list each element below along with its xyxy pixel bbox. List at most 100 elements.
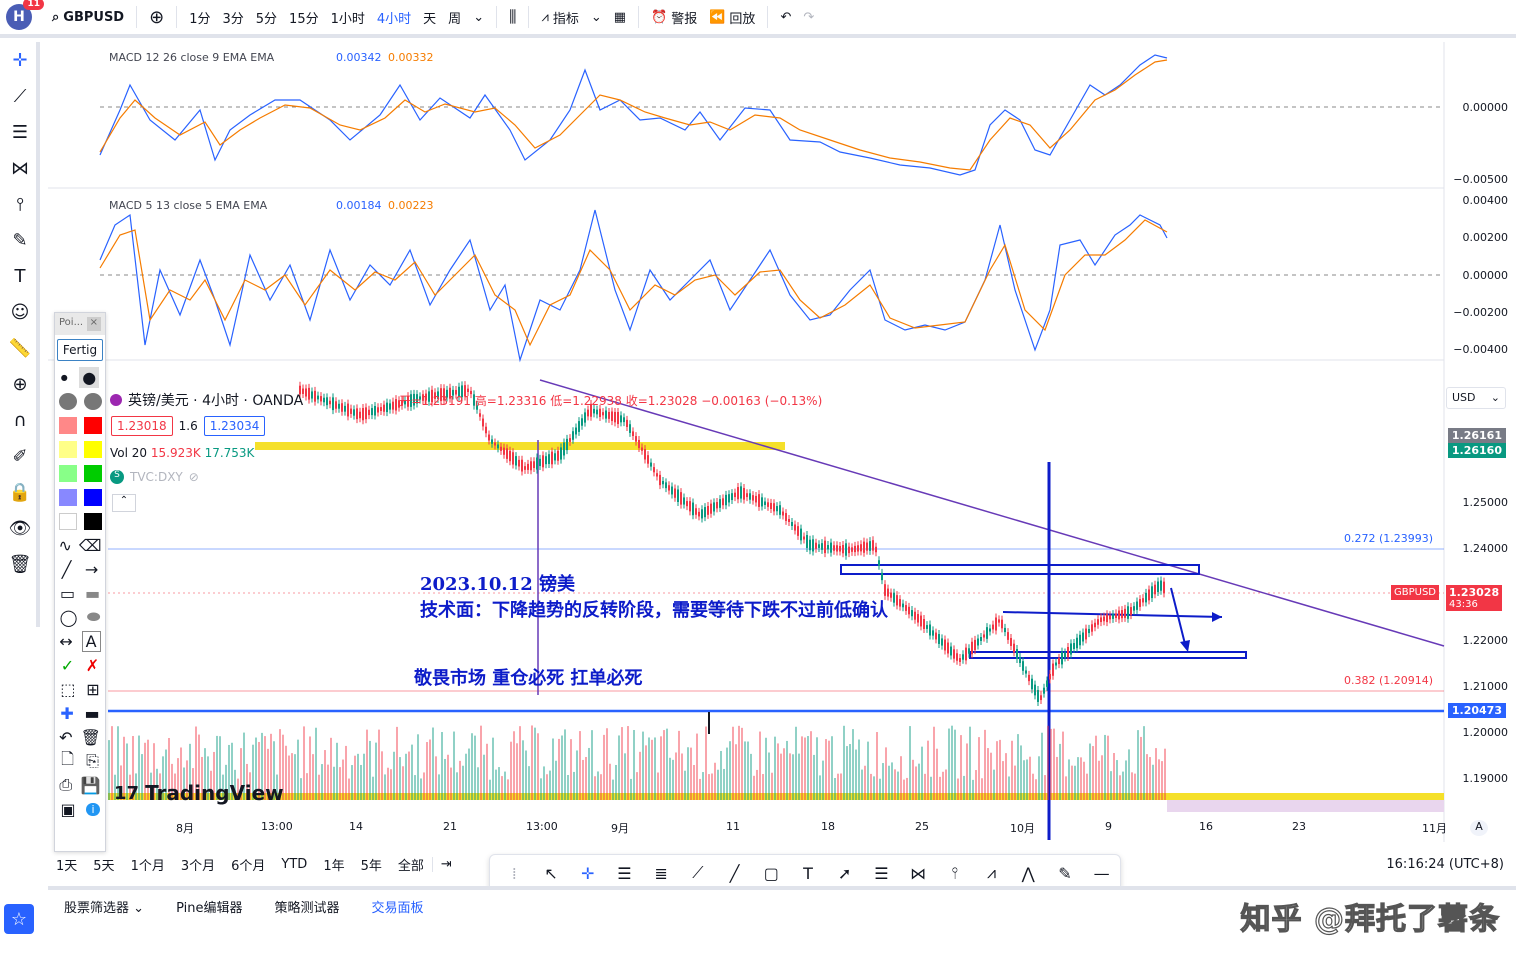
check-icon[interactable]: ✓ xyxy=(60,655,75,675)
collapse-legend-button[interactable]: ⌃ xyxy=(112,494,136,512)
small-dot-icon[interactable]: ● xyxy=(60,372,68,382)
white-swatch[interactable] xyxy=(58,512,77,530)
minus-icon[interactable]: ▬ xyxy=(84,703,100,723)
compare-add-button[interactable]: ⊕ xyxy=(143,2,170,32)
layouts-icon[interactable]: ▦ xyxy=(613,9,627,25)
interval-1m[interactable]: 1分 xyxy=(189,11,211,27)
eye-icon[interactable]: 👁 xyxy=(8,517,32,539)
lock-icon[interactable]: 🔒 xyxy=(8,481,32,503)
hline-simple-icon[interactable]: — xyxy=(1093,863,1110,883)
candle-type-icon[interactable]: ⫼ xyxy=(509,7,517,26)
position-tool-icon[interactable]: ⫯ xyxy=(951,863,959,882)
tab-trading-panel[interactable]: 交易面板 xyxy=(371,900,424,916)
double-arrow-icon[interactable]: ↔ xyxy=(59,631,73,651)
pattern-tool-icon[interactable]: ⋈ xyxy=(910,863,927,883)
ellipse-fill-icon[interactable]: ⬬ xyxy=(86,607,101,626)
currency-select[interactable]: USD ⌄ xyxy=(1446,387,1506,409)
interval-1h[interactable]: 1小时 xyxy=(330,11,365,27)
black-swatch[interactable] xyxy=(83,512,102,530)
blue-swatch-light[interactable] xyxy=(58,488,77,506)
range-1m[interactable]: 1个月 xyxy=(130,858,165,874)
sell-button[interactable]: 1.23018 xyxy=(111,416,173,436)
interval-3m[interactable]: 3分 xyxy=(222,11,244,27)
dxy-legend[interactable]: S TVC:DXY ⊘ xyxy=(110,470,199,484)
emoji-icon[interactable]: ☺ xyxy=(10,301,30,323)
goto-date-icon[interactable]: ⇥ xyxy=(431,856,460,872)
interval-week[interactable]: 周 xyxy=(448,11,462,27)
fib-tool-icon[interactable]: ☰ xyxy=(874,863,889,883)
interval-15m[interactable]: 15分 xyxy=(289,11,319,27)
range-ytd[interactable]: YTD xyxy=(281,856,308,872)
cursor-icon[interactable]: ↖ xyxy=(544,863,558,883)
replay-button[interactable]: ⏪ 回放 xyxy=(709,9,756,27)
buy-button[interactable]: 1.23034 xyxy=(203,416,266,436)
redo-icon[interactable]: ↷ xyxy=(803,9,815,25)
chevron-down-icon[interactable]: ⌄ xyxy=(473,9,485,25)
arrow-tool-icon[interactable]: ➚ xyxy=(837,863,852,883)
undo-icon[interactable]: ↶ xyxy=(780,9,792,25)
cross-icon[interactable]: ✗ xyxy=(85,655,100,675)
pattern-icon[interactable]: ⋈ xyxy=(11,157,29,179)
arrow-icon[interactable]: → xyxy=(84,559,99,579)
auto-scale-button[interactable]: A xyxy=(1470,820,1488,836)
interval-4h[interactable]: 4小时 xyxy=(376,11,412,27)
copy-icon[interactable]: ⎘ xyxy=(86,751,99,770)
forecast-tool-icon[interactable]: ⩘ xyxy=(986,863,996,882)
hidden-eye-icon[interactable]: ⊘ xyxy=(188,470,199,484)
line-icon[interactable]: ╱ xyxy=(61,559,72,579)
select-region-icon[interactable]: ⬚ xyxy=(60,679,76,699)
chart-area[interactable]: MACD 12 26 close 9 EMA EMA 0.00342 0.003… xyxy=(48,42,1516,842)
rect-fill-icon[interactable]: ▬ xyxy=(84,583,101,603)
yellow-swatch-light[interactable] xyxy=(58,440,77,458)
blue-swatch[interactable] xyxy=(83,488,102,506)
save-icon[interactable]: 💾 xyxy=(80,775,101,795)
brush-icon[interactable]: ✎ xyxy=(12,229,28,251)
interval-5m[interactable]: 5分 xyxy=(255,11,278,27)
zoom-region-icon[interactable]: ⊞ xyxy=(86,679,100,699)
crosshair-tool-icon[interactable]: ✛ xyxy=(581,863,595,883)
range-5y[interactable]: 5年 xyxy=(360,858,382,874)
info-icon[interactable]: i xyxy=(86,802,100,816)
text-tool2-icon[interactable]: T xyxy=(803,863,813,883)
stay-drawing-icon[interactable]: ✐ xyxy=(12,445,28,467)
channel-tool-icon[interactable]: ≣ xyxy=(654,863,668,883)
plus-icon[interactable]: ✚ xyxy=(60,703,74,723)
ruler-icon[interactable]: 📏 xyxy=(8,337,32,359)
text-icon[interactable]: T xyxy=(14,265,26,287)
tab-pine-editor[interactable]: Pine编辑器 xyxy=(176,900,243,916)
red-swatch-light[interactable] xyxy=(58,416,77,434)
magnet-icon[interactable]: ∩ xyxy=(13,409,27,431)
interval-day[interactable]: 天 xyxy=(423,11,437,27)
symbol-search[interactable]: ⌕ GBPUSD xyxy=(52,9,125,25)
range-6m[interactable]: 6个月 xyxy=(231,858,266,874)
tab-screener[interactable]: 股票筛选器 ⌄ xyxy=(64,900,145,916)
alert-button[interactable]: ⏰ 警报 xyxy=(651,9,698,27)
new-doc-icon[interactable]: 🗋 xyxy=(61,748,74,768)
crosshair-icon[interactable]: ✛ xyxy=(12,49,28,71)
trash-palette-icon[interactable]: 🗑 xyxy=(80,727,101,747)
ellipse-outline-icon[interactable]: ◯ xyxy=(59,607,78,627)
gray-dot-icon[interactable] xyxy=(58,392,77,410)
fertig-button[interactable]: Fertig xyxy=(57,339,103,361)
print-icon[interactable]: ⎙ xyxy=(59,775,73,794)
fib-icon[interactable]: ☰ xyxy=(11,121,29,143)
range-all[interactable]: 全部 xyxy=(397,858,424,874)
green-swatch-light[interactable] xyxy=(58,464,77,482)
watchlist-star-icon[interactable]: ☆ xyxy=(4,904,34,934)
text-tool-icon[interactable]: A xyxy=(81,630,101,652)
trendline-icon[interactable]: ⟋ xyxy=(13,85,27,107)
window-icon[interactable]: ▣ xyxy=(60,799,76,819)
range-1y[interactable]: 1年 xyxy=(323,858,345,874)
time-axis[interactable]: 8月 13:00 14 21 13:00 9月 11 18 25 10月 9 16 23 11月 xyxy=(108,820,1492,838)
pitchfork-tool-icon[interactable]: ⋀ xyxy=(1021,863,1035,883)
prediction-icon[interactable]: ⫯ xyxy=(16,193,24,215)
rect-outline-icon[interactable]: ▭ xyxy=(59,583,76,603)
red-swatch[interactable] xyxy=(83,416,102,434)
curve-icon[interactable]: ∿ xyxy=(58,535,72,555)
drag-handle-icon[interactable]: ⁞ xyxy=(511,863,517,883)
range-1d[interactable]: 1天 xyxy=(56,858,78,874)
range-5d[interactable]: 5天 xyxy=(93,858,115,874)
yellow-swatch[interactable] xyxy=(83,440,102,458)
ray-tool-icon[interactable]: ╱ xyxy=(729,863,740,883)
eraser-icon[interactable]: ⌫ xyxy=(78,535,102,555)
